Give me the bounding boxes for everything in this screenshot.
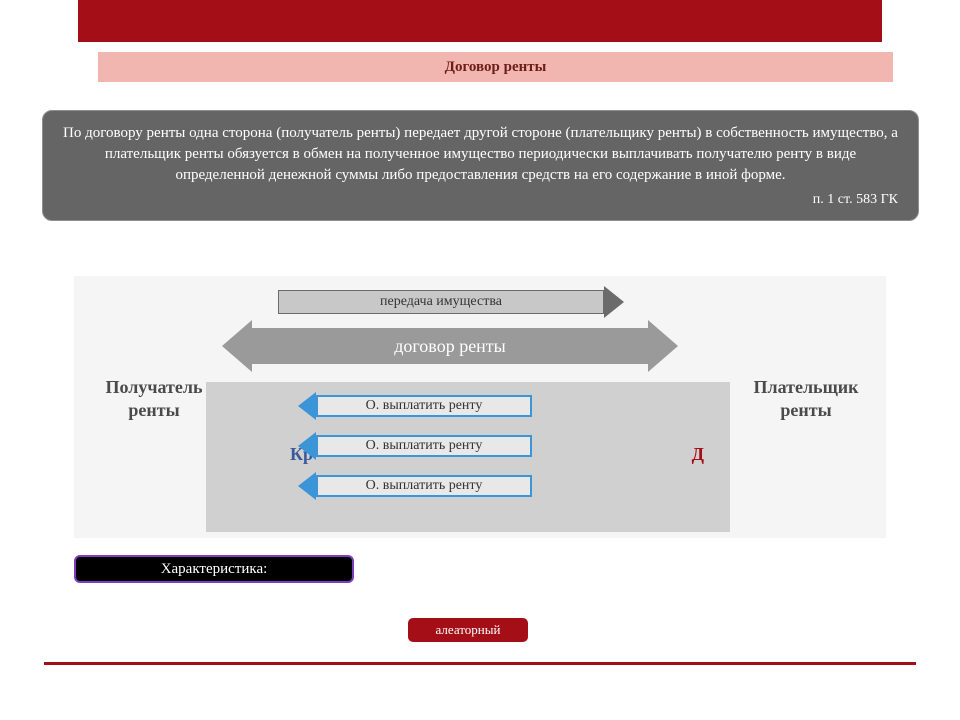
arrow-head-left-icon <box>298 392 316 420</box>
definition-box: По договору ренты одна сторона (получате… <box>42 110 919 221</box>
page-title: Договор ренты <box>445 59 547 76</box>
arrow-head-left-icon <box>222 320 252 372</box>
arrow-head-right-icon <box>604 286 624 318</box>
arrow-transfer-label: передача имущества <box>380 294 502 310</box>
definition-text: По договору ренты одна сторона (получате… <box>63 123 898 186</box>
arrow-obligation-1: О. выплатить ренту <box>298 432 532 460</box>
party-left-label: Получатель ренты <box>106 377 203 420</box>
characteristic-box: Характеристика: <box>74 555 354 583</box>
party-right: Плательщик ренты <box>736 376 876 421</box>
title-band: Договор ренты <box>98 52 893 82</box>
arrow-obligation-2: О. выплатить ренту <box>298 472 532 500</box>
arrow-transfer: передача имущества <box>278 286 624 318</box>
inner-label-d: Д <box>692 444 704 465</box>
arrow-obligation-0: О. выплатить ренту <box>298 392 532 420</box>
arrow-contract-label: договор ренты <box>394 336 506 357</box>
arrow-contract: договор ренты <box>222 320 678 372</box>
characteristic-label: Характеристика: <box>161 561 268 578</box>
arrow-obligation-label: О. выплатить ренту <box>366 478 483 494</box>
party-left: Получатель ренты <box>84 376 224 421</box>
arrow-obligation-label: О. выплатить ренту <box>366 398 483 414</box>
arrow-head-left-icon <box>298 432 316 460</box>
party-right-label: Плательщик ренты <box>753 377 858 420</box>
bottom-divider <box>44 662 916 665</box>
definition-citation: п. 1 ст. 583 ГК <box>63 190 898 210</box>
arrow-obligation-label: О. выплатить ренту <box>366 438 483 454</box>
arrow-head-right-icon <box>648 320 678 372</box>
characteristic-tag: алеаторный <box>408 618 528 642</box>
top-band <box>78 0 882 42</box>
arrow-head-left-icon <box>298 472 316 500</box>
characteristic-tag-label: алеаторный <box>436 622 501 638</box>
